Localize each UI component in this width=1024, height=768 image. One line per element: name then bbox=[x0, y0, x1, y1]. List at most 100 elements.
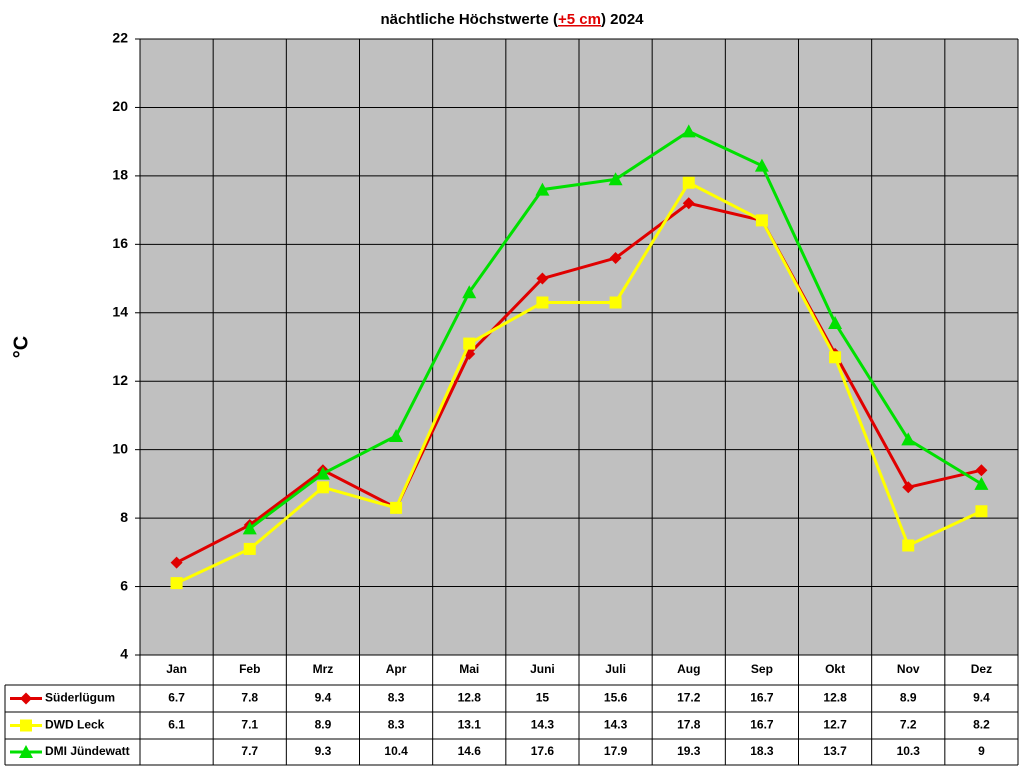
table-value: 7.7 bbox=[241, 744, 258, 758]
table-value: 14.3 bbox=[531, 718, 555, 732]
title-part: nächtliche Höchstwerte ( bbox=[380, 11, 558, 28]
legend-marker bbox=[20, 692, 32, 705]
x-tick-label: Nov bbox=[897, 662, 920, 676]
marker bbox=[389, 428, 404, 442]
marker bbox=[681, 124, 696, 138]
table-value: 12.7 bbox=[823, 718, 847, 732]
table-value: 13.7 bbox=[823, 744, 847, 758]
series-line bbox=[175, 201, 982, 564]
table-value: 7.8 bbox=[241, 691, 258, 705]
table-value: 6.7 bbox=[168, 691, 185, 705]
title-part: ) 2024 bbox=[601, 11, 644, 28]
marker bbox=[609, 252, 622, 265]
series-line bbox=[175, 180, 983, 585]
legend-label: Süderlügum bbox=[45, 691, 115, 705]
marker bbox=[754, 158, 769, 172]
table-value: 8.9 bbox=[900, 691, 917, 705]
marker bbox=[170, 577, 183, 590]
marker bbox=[609, 296, 622, 309]
marker bbox=[682, 176, 695, 189]
marker bbox=[462, 285, 477, 299]
marker bbox=[901, 432, 916, 446]
table-value: 8.3 bbox=[388, 718, 405, 732]
y-tick-label: 10 bbox=[112, 440, 128, 456]
table-value: 12.8 bbox=[458, 691, 482, 705]
table-value: 15 bbox=[536, 691, 550, 705]
table-value: 6.1 bbox=[168, 718, 185, 732]
table-value: 9 bbox=[978, 744, 985, 758]
x-tick-label: Mrz bbox=[313, 662, 334, 676]
marker bbox=[243, 542, 256, 555]
table-value: 14.6 bbox=[458, 744, 482, 758]
table-value: 10.4 bbox=[384, 744, 408, 758]
x-tick-label: Okt bbox=[825, 662, 845, 676]
marker bbox=[608, 172, 623, 186]
table-value: 8.2 bbox=[973, 718, 990, 732]
table-value: 9.4 bbox=[315, 691, 332, 705]
marker bbox=[170, 556, 183, 569]
legend-label: DWD Leck bbox=[45, 718, 105, 732]
table-value: 7.2 bbox=[900, 718, 917, 732]
table-value: 8.3 bbox=[388, 691, 405, 705]
x-tick-label: Mai bbox=[459, 662, 479, 676]
x-tick-label: Apr bbox=[386, 662, 407, 676]
table-value: 19.3 bbox=[677, 744, 701, 758]
y-tick-label: 22 bbox=[112, 30, 128, 46]
chart-title: nächtliche Höchstwerte (+5 cm) 2024 bbox=[380, 11, 644, 28]
y-tick-label: 18 bbox=[112, 167, 128, 183]
table-value: 10.3 bbox=[897, 744, 921, 758]
table-value: 14.3 bbox=[604, 718, 628, 732]
y-tick-label: 8 bbox=[120, 509, 128, 525]
x-tick-label: Dez bbox=[971, 662, 992, 676]
table-value: 17.2 bbox=[677, 691, 701, 705]
marker bbox=[316, 481, 329, 494]
table-value: 8.9 bbox=[315, 718, 332, 732]
marker bbox=[828, 316, 843, 330]
legend-marker bbox=[19, 745, 33, 758]
table-value: 16.7 bbox=[750, 718, 774, 732]
table-value: 17.9 bbox=[604, 744, 628, 758]
marker bbox=[975, 505, 988, 518]
marker bbox=[390, 501, 403, 514]
table-value: 9.3 bbox=[315, 744, 332, 758]
x-tick-label: Feb bbox=[239, 662, 260, 676]
marker bbox=[536, 272, 549, 285]
marker bbox=[535, 182, 550, 196]
x-tick-label: Aug bbox=[677, 662, 700, 676]
marker bbox=[682, 197, 695, 210]
title-highlight: +5 cm bbox=[558, 11, 601, 28]
table-value: 16.7 bbox=[750, 691, 774, 705]
x-tick-label: Juli bbox=[605, 662, 626, 676]
y-tick-label: 6 bbox=[120, 577, 128, 593]
marker bbox=[242, 521, 257, 535]
y-tick-label: 20 bbox=[112, 98, 128, 114]
marker bbox=[755, 214, 768, 227]
marker bbox=[536, 296, 549, 309]
x-tick-label: Sep bbox=[751, 662, 773, 676]
marker bbox=[974, 476, 989, 490]
table-value: 9.4 bbox=[973, 691, 990, 705]
table-value: 18.3 bbox=[750, 744, 774, 758]
y-axis-label: °C bbox=[10, 336, 32, 358]
legend-marker bbox=[20, 719, 32, 732]
x-tick-label: Jan bbox=[166, 662, 187, 676]
marker bbox=[829, 351, 842, 364]
y-tick-label: 16 bbox=[112, 235, 128, 251]
table-value: 7.1 bbox=[241, 718, 258, 732]
table-value: 17.8 bbox=[677, 718, 701, 732]
marker bbox=[315, 466, 330, 480]
table-value: 17.6 bbox=[531, 744, 555, 758]
legend-label: DMI Jündewatt bbox=[45, 744, 130, 758]
y-tick-label: 4 bbox=[120, 646, 128, 662]
marker bbox=[902, 539, 915, 552]
x-tick-label: Juni bbox=[530, 662, 555, 676]
marker bbox=[902, 481, 915, 494]
y-tick-label: 12 bbox=[112, 372, 128, 388]
table-value: 13.1 bbox=[458, 718, 482, 732]
marker bbox=[975, 464, 988, 477]
table-value: 12.8 bbox=[823, 691, 847, 705]
table-value: 15.6 bbox=[604, 691, 628, 705]
y-tick-label: 14 bbox=[112, 303, 128, 319]
marker bbox=[463, 337, 476, 350]
